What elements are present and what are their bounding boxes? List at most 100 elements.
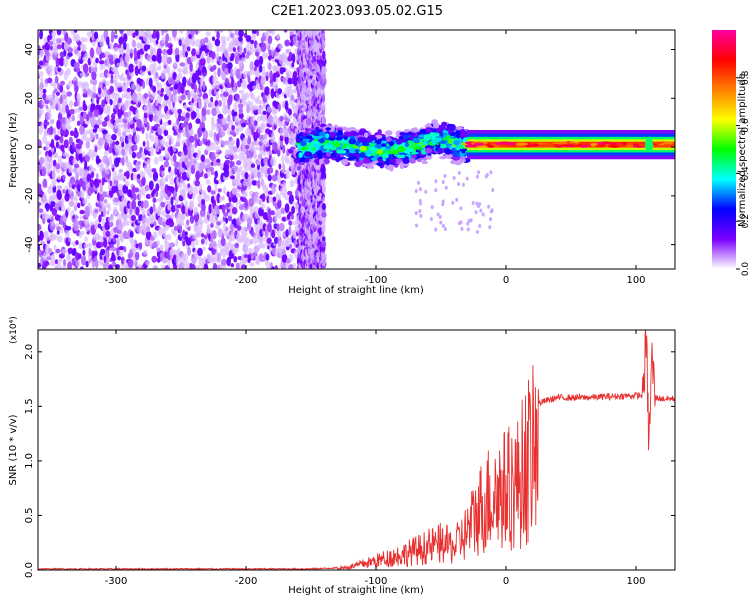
heatmap-cell xyxy=(118,36,125,46)
heatmap-cell xyxy=(67,47,73,53)
heatmap-cell xyxy=(61,42,65,50)
heatmap-cell xyxy=(269,261,273,269)
heatmap-cell xyxy=(105,257,110,268)
heatmap-cell xyxy=(85,260,89,268)
heatmap-cell xyxy=(151,54,157,62)
heatmap-cell xyxy=(183,146,188,156)
heatmap-cell xyxy=(79,209,85,215)
heatmap-cell xyxy=(90,102,96,109)
heatmap-cell xyxy=(228,89,233,95)
heatmap-cell xyxy=(196,265,201,269)
heatmap-cell xyxy=(165,33,170,43)
heatmap-cell xyxy=(49,45,54,51)
heatmap-cell xyxy=(96,115,103,120)
heatmap-cell xyxy=(108,42,113,48)
heatmap-cell xyxy=(138,263,142,269)
heatmap-cell xyxy=(278,44,284,50)
heatmap-cell xyxy=(165,174,171,180)
heatmap-cell xyxy=(42,88,47,94)
heatmap-cell xyxy=(134,30,139,36)
heatmap-cell xyxy=(250,163,256,168)
heatmap-cell xyxy=(250,93,255,100)
heatmap-cell xyxy=(210,222,214,228)
heatmap-cell xyxy=(155,190,159,198)
heatmap-cell xyxy=(84,52,89,59)
heatmap-cell xyxy=(185,219,190,226)
heatmap-cell xyxy=(57,67,62,72)
heatmap-cell xyxy=(70,196,76,202)
heatmap-cell xyxy=(268,55,272,61)
heatmap-cell xyxy=(279,66,285,75)
heatmap-cell xyxy=(122,82,129,87)
heatmap-cell xyxy=(193,186,199,195)
heatmap-cell xyxy=(152,30,158,39)
heatmap-cell xyxy=(111,133,117,141)
heatmap-cell xyxy=(49,195,56,201)
heatmap-cell xyxy=(280,207,285,215)
heatmap-cell xyxy=(53,127,57,136)
heatmap-cell xyxy=(57,102,61,112)
heatmap-cell xyxy=(152,231,158,240)
heatmap-cell xyxy=(156,30,160,41)
heatmap-cell xyxy=(95,173,99,180)
heatmap-cell xyxy=(50,201,56,207)
heatmap-cell xyxy=(63,57,69,68)
heatmap-cell xyxy=(69,143,73,154)
heatmap-cell xyxy=(48,214,55,220)
heatmap-cell xyxy=(285,118,291,123)
heatmap-cell xyxy=(104,221,111,231)
heatmap-cell xyxy=(184,200,188,209)
heatmap-cell xyxy=(105,133,112,139)
heatmap-cell xyxy=(271,266,276,269)
heatmap-cell xyxy=(189,199,195,210)
heatmap-cell xyxy=(226,36,230,42)
heatmap-cell xyxy=(152,188,157,194)
heatmap-cell xyxy=(264,161,269,171)
heatmap-cell xyxy=(111,31,115,36)
heatmap-cell xyxy=(243,179,247,187)
heatmap-cell xyxy=(49,184,53,190)
heatmap-cell xyxy=(123,245,127,253)
heatmap-cell xyxy=(128,117,134,125)
heatmap-cell xyxy=(214,208,220,215)
heatmap-cell xyxy=(236,138,240,149)
heatmap-cell xyxy=(197,30,201,33)
heatmap-cell xyxy=(277,103,281,112)
heatmap-cell xyxy=(230,52,235,59)
heatmap-cell xyxy=(44,213,50,221)
heatmap-cell xyxy=(231,124,236,131)
heatmap-cell xyxy=(92,84,97,94)
heatmap-cell xyxy=(292,262,296,269)
heatmap-cell xyxy=(89,47,95,58)
heatmap-cell xyxy=(288,225,292,236)
heatmap-cell xyxy=(57,175,61,181)
heatmap-cell xyxy=(187,226,191,231)
heatmap-cell xyxy=(121,156,125,167)
heatmap-cell xyxy=(78,140,84,146)
heatmap-cell xyxy=(79,215,83,220)
heatmap-cell xyxy=(190,164,196,175)
heatmap-cell xyxy=(104,81,110,87)
heatmap-cell xyxy=(189,102,194,113)
heatmap-cell xyxy=(243,245,249,255)
heatmap-cell xyxy=(202,130,209,140)
heatmap-cell xyxy=(201,198,206,205)
heatmap-cell xyxy=(254,146,260,151)
heatmap-cell xyxy=(66,91,73,97)
heatmap-cell xyxy=(201,115,207,122)
heatmap-cell xyxy=(161,217,167,227)
heatmap-cell xyxy=(143,199,149,209)
heatmap-cell xyxy=(172,230,178,237)
heatmap-cell xyxy=(126,88,132,93)
heatmap-cell xyxy=(128,63,135,73)
heatmap-cell xyxy=(131,83,136,91)
heatmap-cell xyxy=(321,34,326,41)
heatmap-cell xyxy=(74,48,78,55)
heatmap-cell xyxy=(38,202,42,207)
heatmap-cell xyxy=(130,128,137,133)
heatmap-cell xyxy=(270,30,276,36)
heatmap-cell xyxy=(132,172,137,181)
heatmap-cell xyxy=(127,258,134,269)
heatmap-cell xyxy=(141,65,147,72)
heatmap-cell xyxy=(135,206,140,216)
